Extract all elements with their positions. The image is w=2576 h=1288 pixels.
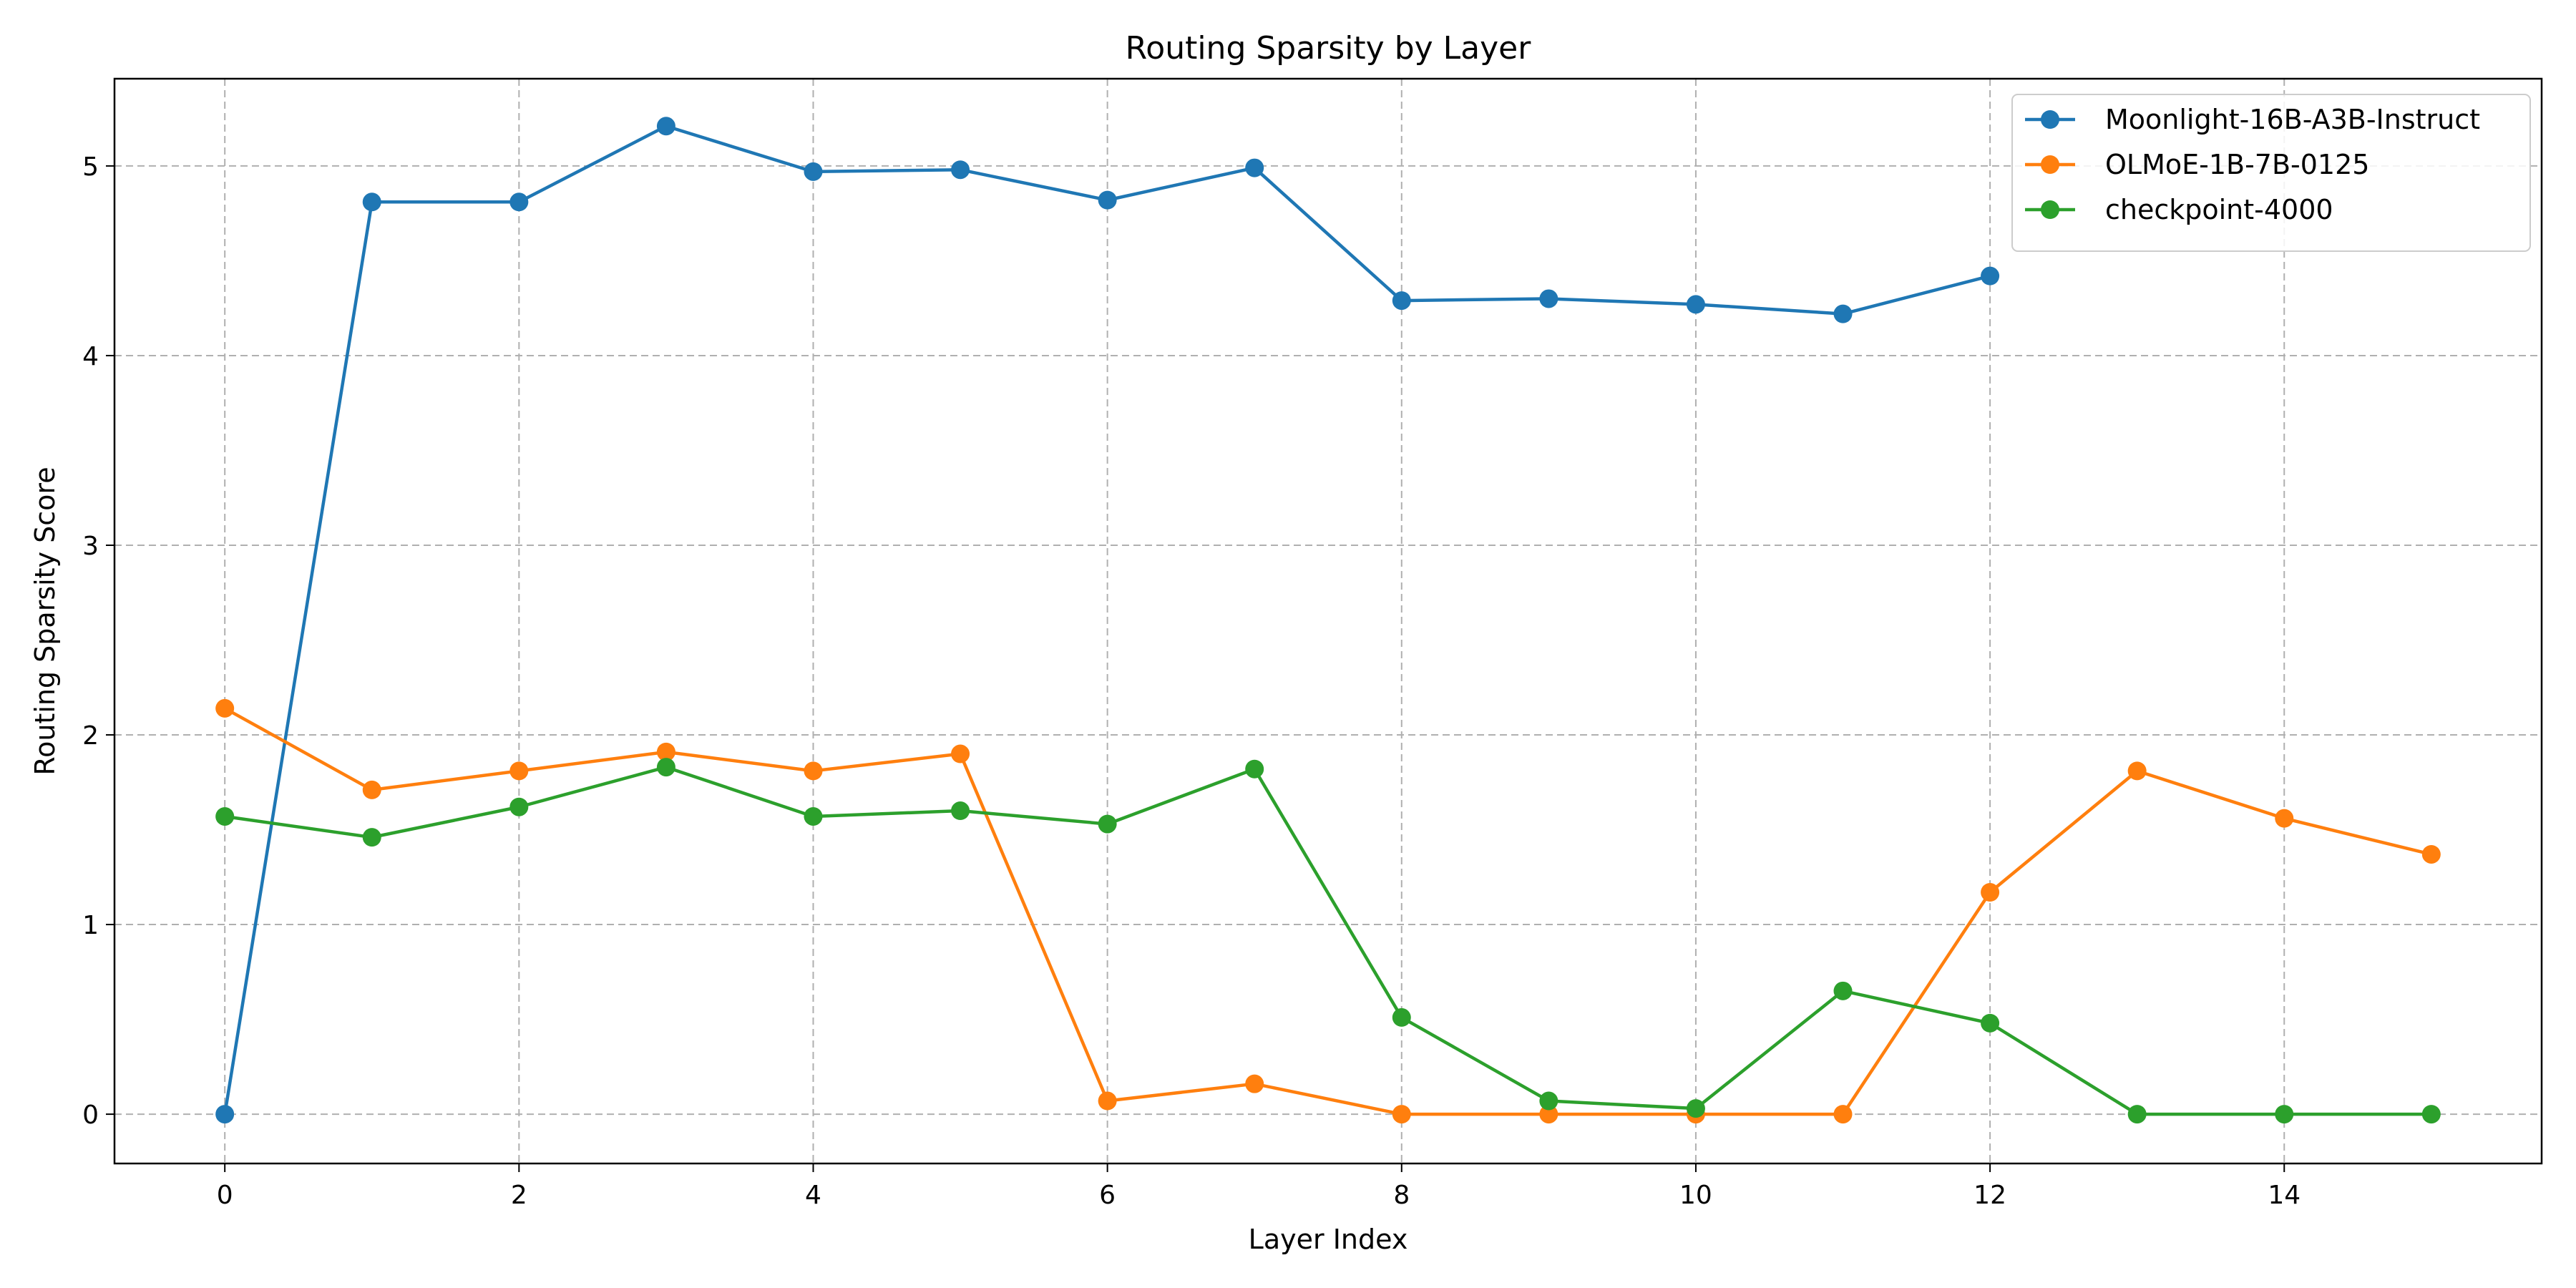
data-point [951, 744, 970, 763]
grid-lines [114, 79, 2542, 1163]
data-point [804, 806, 823, 826]
data-point [2275, 809, 2294, 828]
x-tick-label: 0 [217, 1181, 233, 1210]
series-moonlight-16b-a3b-instruct [215, 117, 2000, 1124]
data-point [362, 780, 381, 799]
data-point [215, 1105, 235, 1124]
data-point [1539, 289, 1558, 308]
data-point [951, 801, 970, 821]
x-tick-label: 8 [1393, 1181, 1410, 1210]
x-tick-label: 10 [1679, 1181, 1712, 1210]
data-point [1539, 1091, 1558, 1111]
chart-title: Routing Sparsity by Layer [1126, 30, 1532, 67]
data-point [215, 806, 235, 826]
data-point [1981, 266, 2000, 286]
data-point [509, 797, 529, 816]
data-point [656, 758, 675, 777]
data-point [804, 761, 823, 781]
legend-item: Moonlight-16B-A3B-Instruct [2025, 104, 2480, 135]
legend: Moonlight-16B-A3B-Instruct OLMoE-1B-7B-01… [2011, 94, 2531, 252]
data-point [1833, 304, 1853, 323]
data-point [1539, 1105, 1558, 1124]
series-checkpoint-4000 [215, 758, 2441, 1124]
data-point [1098, 190, 1117, 210]
data-point [1245, 1074, 1264, 1093]
data-point [509, 192, 529, 212]
y-axis-label: Routing Sparsity Score [29, 467, 61, 775]
data-point [362, 828, 381, 847]
data-point [1245, 759, 1264, 779]
series-line [224, 765, 2431, 1116]
data-point [362, 192, 381, 212]
legend-label: OLMoE-1B-7B-0125 [2105, 149, 2369, 180]
legend-marker [2041, 155, 2059, 174]
series-layer [215, 117, 2441, 1124]
legend-box [2011, 94, 2531, 252]
y-tick-label: 5 [82, 152, 99, 182]
x-axis: 0 2 4 6 8 10 12 14 [217, 1163, 2301, 1210]
data-point [2275, 1105, 2294, 1124]
data-point [1392, 1105, 1411, 1124]
data-point [656, 117, 675, 136]
data-point [1981, 883, 2000, 902]
y-tick-label: 1 [82, 911, 99, 940]
x-tick-label: 2 [511, 1181, 527, 1210]
series-line [224, 706, 2432, 1116]
data-point [1833, 1105, 1853, 1124]
data-point [1245, 158, 1264, 177]
x-tick-label: 6 [1099, 1181, 1116, 1210]
x-tick-label: 14 [2268, 1181, 2301, 1210]
y-tick-label: 0 [82, 1101, 99, 1130]
plot-area-frame [113, 77, 2543, 1165]
data-point [2421, 1105, 2441, 1124]
data-point [1098, 1091, 1117, 1111]
data-point [951, 160, 970, 180]
data-point [509, 761, 529, 781]
data-point [2127, 1105, 2147, 1124]
x-axis-label: Layer Index [1249, 1224, 1408, 1255]
x-tick-label: 4 [805, 1181, 821, 1210]
data-point [1686, 1099, 1705, 1118]
data-point [2421, 844, 2441, 864]
y-tick-label: 4 [82, 342, 99, 371]
y-tick-label: 2 [82, 721, 99, 751]
data-point [215, 698, 235, 718]
data-point [656, 742, 675, 761]
data-point [2127, 761, 2147, 781]
data-point [804, 162, 823, 181]
legend-marker [2041, 110, 2059, 129]
data-point [1098, 814, 1117, 834]
y-tick-label: 3 [82, 532, 99, 561]
data-point [1981, 1013, 2000, 1033]
legend-item: checkpoint-4000 [2025, 194, 2333, 225]
y-axis: 0 1 2 3 4 5 [82, 152, 114, 1130]
x-tick-label: 12 [1974, 1181, 2006, 1210]
data-point [1392, 1008, 1411, 1027]
data-point [1392, 291, 1411, 311]
legend-marker [2041, 200, 2059, 219]
legend-label: checkpoint-4000 [2105, 194, 2333, 225]
legend-item: OLMoE-1B-7B-0125 [2025, 149, 2369, 180]
legend-label: Moonlight-16B-A3B-Instruct [2105, 104, 2480, 135]
data-point [1833, 981, 1853, 1000]
data-point [1686, 295, 1705, 314]
